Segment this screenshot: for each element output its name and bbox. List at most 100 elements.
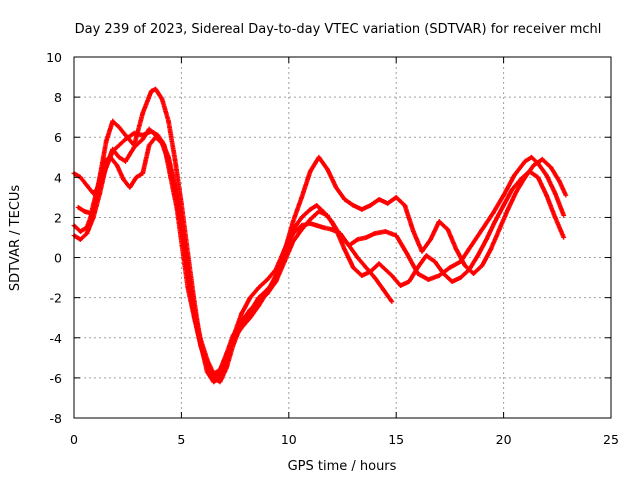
data-point <box>191 313 197 319</box>
data-point <box>333 227 339 232</box>
data-point <box>552 190 558 196</box>
data-point <box>359 207 365 212</box>
y-tick-label: -8 <box>50 411 63 426</box>
data-point <box>123 132 128 138</box>
data-point <box>501 203 506 208</box>
y-tick-label: 4 <box>54 170 62 185</box>
chart-title: Day 239 of 2023, Sidereal Day-to-day VTE… <box>75 22 602 37</box>
data-point <box>239 325 244 331</box>
data-point <box>492 219 498 224</box>
data-point <box>441 271 446 276</box>
data-point <box>561 235 567 240</box>
data-point <box>247 315 253 321</box>
data-point <box>531 162 537 168</box>
data-point <box>146 126 152 132</box>
data-point <box>123 158 128 164</box>
data-point <box>108 154 113 160</box>
data-point <box>172 156 178 162</box>
data-point <box>316 154 322 160</box>
data-point <box>436 219 442 224</box>
data-point <box>368 203 373 208</box>
data-point <box>320 225 326 230</box>
data-point <box>350 265 356 270</box>
data-point <box>198 343 204 349</box>
data-point <box>372 231 378 236</box>
data-point <box>423 253 429 258</box>
plot-frame <box>73 56 612 419</box>
data-point <box>307 217 313 222</box>
data-point <box>282 249 287 254</box>
data-point <box>256 303 262 309</box>
data-point <box>511 172 517 178</box>
x-tick-label: 0 <box>70 432 78 447</box>
x-tick-label: 25 <box>603 432 619 447</box>
data-point <box>376 196 382 202</box>
data-point <box>256 285 262 291</box>
data-point <box>299 227 305 232</box>
data-point <box>544 192 549 198</box>
data-point <box>342 247 348 252</box>
data-point <box>116 142 122 148</box>
data-point <box>273 273 279 279</box>
data-point <box>133 174 139 180</box>
data-point <box>406 279 412 285</box>
series-track-d <box>75 134 569 381</box>
x-tick-label: 20 <box>496 432 512 447</box>
x-axis-label: GPS time / hours <box>288 459 397 474</box>
data-point <box>393 194 399 200</box>
data-point <box>563 192 569 198</box>
data-point <box>404 251 410 256</box>
y-axis-label: SDTVAR / TECUs <box>8 185 23 292</box>
data-point <box>363 235 369 240</box>
data-point <box>290 219 296 224</box>
data-point <box>333 184 339 190</box>
data-point <box>307 207 313 212</box>
data-point <box>458 275 464 281</box>
data-point <box>363 265 369 270</box>
data-point <box>224 355 229 361</box>
data-point <box>101 158 107 164</box>
data-point <box>121 176 126 182</box>
data-point <box>217 371 223 377</box>
data-point <box>383 229 388 234</box>
data-point <box>140 170 146 176</box>
data-point <box>468 243 474 248</box>
data-point <box>159 96 165 102</box>
data-point <box>359 273 365 279</box>
data-point <box>116 124 122 130</box>
data-point <box>325 166 330 172</box>
data-point <box>179 227 184 232</box>
data-point <box>239 319 244 325</box>
data-point <box>140 136 146 142</box>
data-point <box>239 311 244 317</box>
data-point <box>75 205 81 210</box>
data-point <box>544 172 549 178</box>
data-point <box>82 209 88 214</box>
data-point <box>264 289 270 295</box>
data-point <box>346 243 352 248</box>
x-tick-label: 15 <box>388 432 404 447</box>
data-point <box>110 118 116 124</box>
data-point <box>479 263 485 268</box>
data-point <box>393 233 399 238</box>
data-point <box>436 273 442 279</box>
data-point <box>479 227 485 232</box>
data-point <box>211 375 217 381</box>
data-point <box>432 259 438 264</box>
data-point <box>264 277 270 283</box>
data-point <box>389 273 395 279</box>
data-point <box>488 247 494 252</box>
data-point <box>247 295 253 301</box>
data-point <box>230 337 236 343</box>
data-point <box>453 247 459 252</box>
data-point <box>153 86 159 92</box>
data-point <box>385 201 391 206</box>
data-point <box>299 215 305 220</box>
data-point <box>247 307 253 313</box>
data-point <box>505 207 511 212</box>
data-point <box>114 162 120 168</box>
data-point <box>529 154 534 160</box>
data-point <box>172 188 178 194</box>
data-point <box>496 227 502 232</box>
